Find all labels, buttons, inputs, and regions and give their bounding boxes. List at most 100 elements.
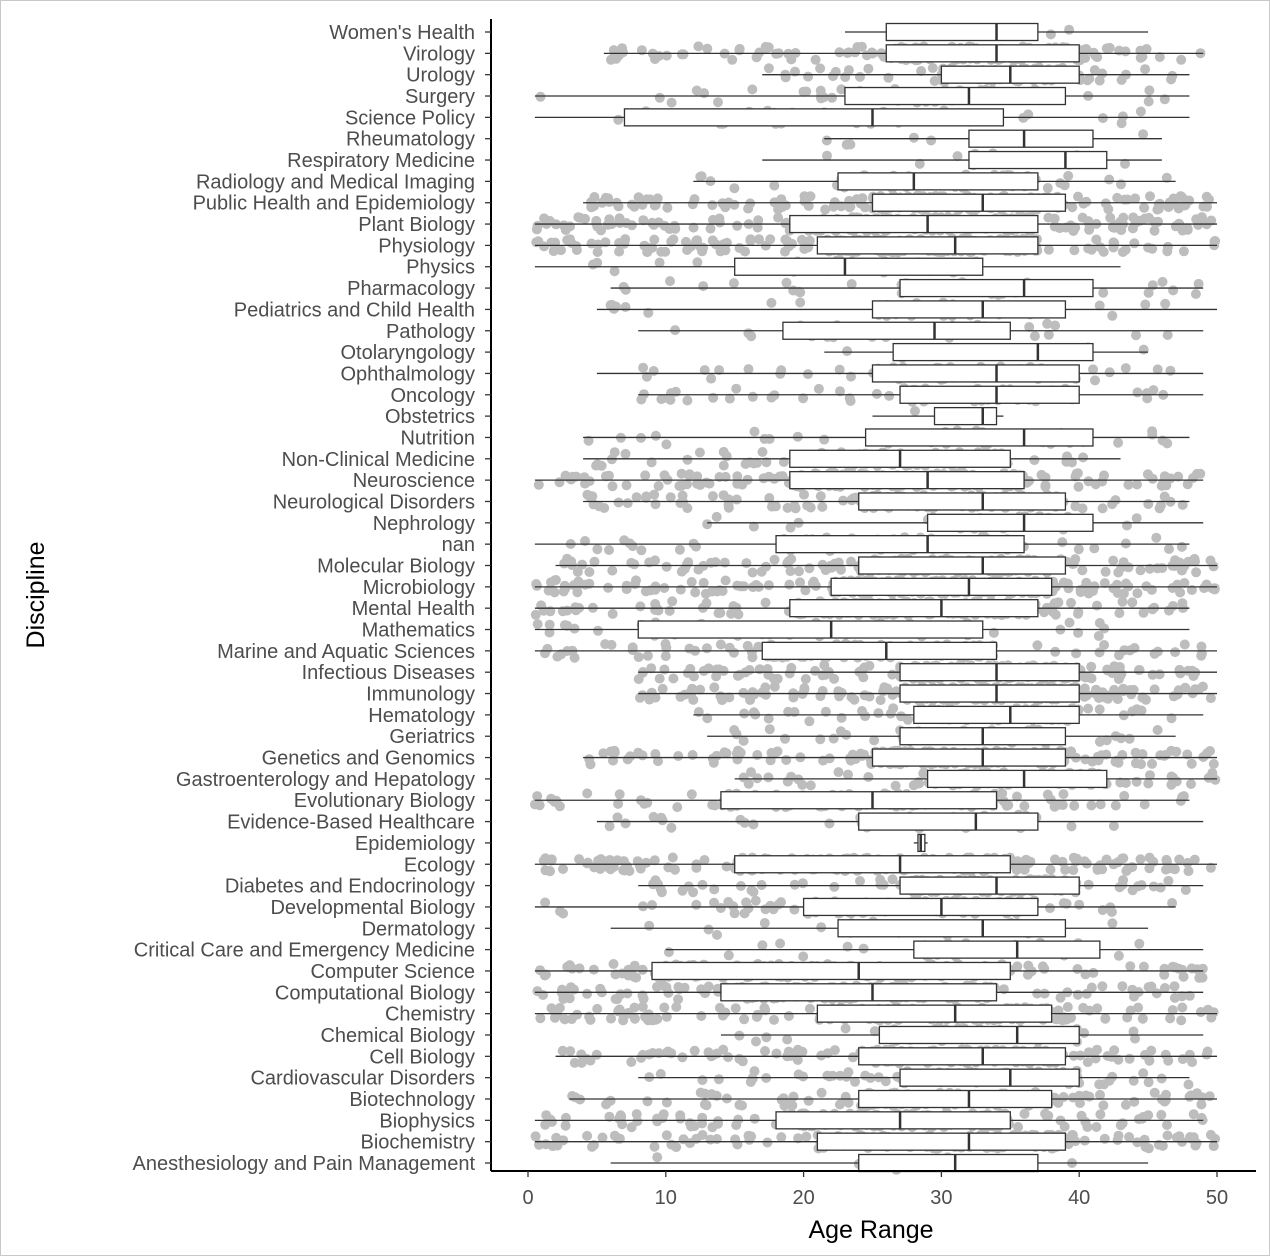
data-point xyxy=(620,302,631,312)
data-point xyxy=(665,276,675,287)
data-point xyxy=(702,43,713,54)
data-point xyxy=(721,237,732,248)
data-point xyxy=(827,562,838,573)
data-point xyxy=(1094,647,1105,658)
data-point xyxy=(829,673,840,684)
data-point xyxy=(627,645,638,656)
data-point xyxy=(743,778,754,789)
data-point xyxy=(654,257,665,268)
data-point xyxy=(657,683,668,694)
data-point xyxy=(664,605,675,616)
data-point xyxy=(1144,563,1155,574)
data-point xyxy=(559,558,570,569)
data-point xyxy=(733,609,744,620)
data-point xyxy=(926,135,937,146)
data-point xyxy=(732,670,743,681)
data-point xyxy=(1169,864,1180,875)
data-point xyxy=(532,220,543,231)
data-point xyxy=(1073,481,1084,492)
data-point xyxy=(1099,623,1110,634)
data-point xyxy=(1039,607,1050,618)
data-point xyxy=(841,139,852,150)
data-point xyxy=(1205,862,1216,873)
data-point xyxy=(1049,221,1060,232)
data-point xyxy=(764,724,775,735)
data-point xyxy=(1138,344,1149,355)
data-point xyxy=(592,459,603,470)
data-point xyxy=(1168,601,1178,611)
data-point xyxy=(1062,451,1072,462)
data-point xyxy=(1155,882,1166,893)
data-point xyxy=(669,220,680,231)
data-point xyxy=(686,241,697,252)
data-point xyxy=(1094,75,1105,86)
data-point xyxy=(682,395,693,406)
data-point xyxy=(873,708,884,719)
data-point xyxy=(830,66,841,77)
data-point xyxy=(835,386,845,397)
data-point xyxy=(1167,898,1178,908)
data-point xyxy=(612,812,623,823)
data-point xyxy=(720,575,731,586)
data-point xyxy=(1154,503,1165,514)
data-point xyxy=(1176,565,1187,576)
data-point xyxy=(531,580,542,591)
data-point xyxy=(810,54,821,65)
data-point xyxy=(1120,538,1131,549)
data-point xyxy=(698,242,708,253)
data-point xyxy=(641,857,652,868)
data-point xyxy=(1132,588,1143,599)
data-point xyxy=(1113,674,1124,685)
data-point xyxy=(1107,310,1118,321)
data-point xyxy=(1140,64,1151,75)
data-point xyxy=(1182,223,1193,234)
data-point xyxy=(751,580,762,590)
data-point xyxy=(834,47,845,58)
data-point xyxy=(540,897,551,908)
data-point xyxy=(1149,225,1160,236)
data-point xyxy=(1159,94,1170,105)
data-point xyxy=(646,687,657,698)
data-point xyxy=(756,566,767,577)
data-point xyxy=(661,50,672,61)
data-point xyxy=(1135,565,1146,576)
data-point xyxy=(614,246,625,257)
data-point xyxy=(670,864,680,875)
data-point xyxy=(707,799,718,810)
data-point xyxy=(842,346,853,357)
data-point xyxy=(1163,875,1174,886)
data-point xyxy=(629,559,640,570)
data-point xyxy=(721,451,732,462)
data-point xyxy=(1068,865,1079,876)
data-point xyxy=(659,583,670,593)
data-point xyxy=(849,694,860,705)
data-point xyxy=(1139,202,1150,213)
data-point xyxy=(1144,85,1155,96)
data-point xyxy=(795,297,806,308)
data-point xyxy=(1080,754,1091,765)
data-point xyxy=(723,950,734,961)
data-point xyxy=(667,596,678,607)
data-point xyxy=(857,750,868,761)
data-point xyxy=(822,150,832,161)
data-point xyxy=(1063,170,1074,181)
data-point xyxy=(1182,857,1193,868)
data-point xyxy=(711,511,722,522)
data-point xyxy=(1077,503,1088,514)
data-point xyxy=(833,767,844,778)
data-point xyxy=(748,887,759,897)
data-point xyxy=(754,234,764,245)
data-point xyxy=(677,885,688,896)
data-point xyxy=(1045,864,1056,875)
data-point xyxy=(1128,212,1139,223)
data-point xyxy=(1174,664,1185,675)
data-point xyxy=(546,577,556,588)
data-point xyxy=(1148,856,1159,867)
data-point xyxy=(1177,499,1188,510)
data-point xyxy=(1099,578,1110,589)
data-point xyxy=(667,852,678,863)
data-point xyxy=(1069,800,1080,811)
data-point xyxy=(1110,800,1121,811)
data-point xyxy=(836,564,846,575)
